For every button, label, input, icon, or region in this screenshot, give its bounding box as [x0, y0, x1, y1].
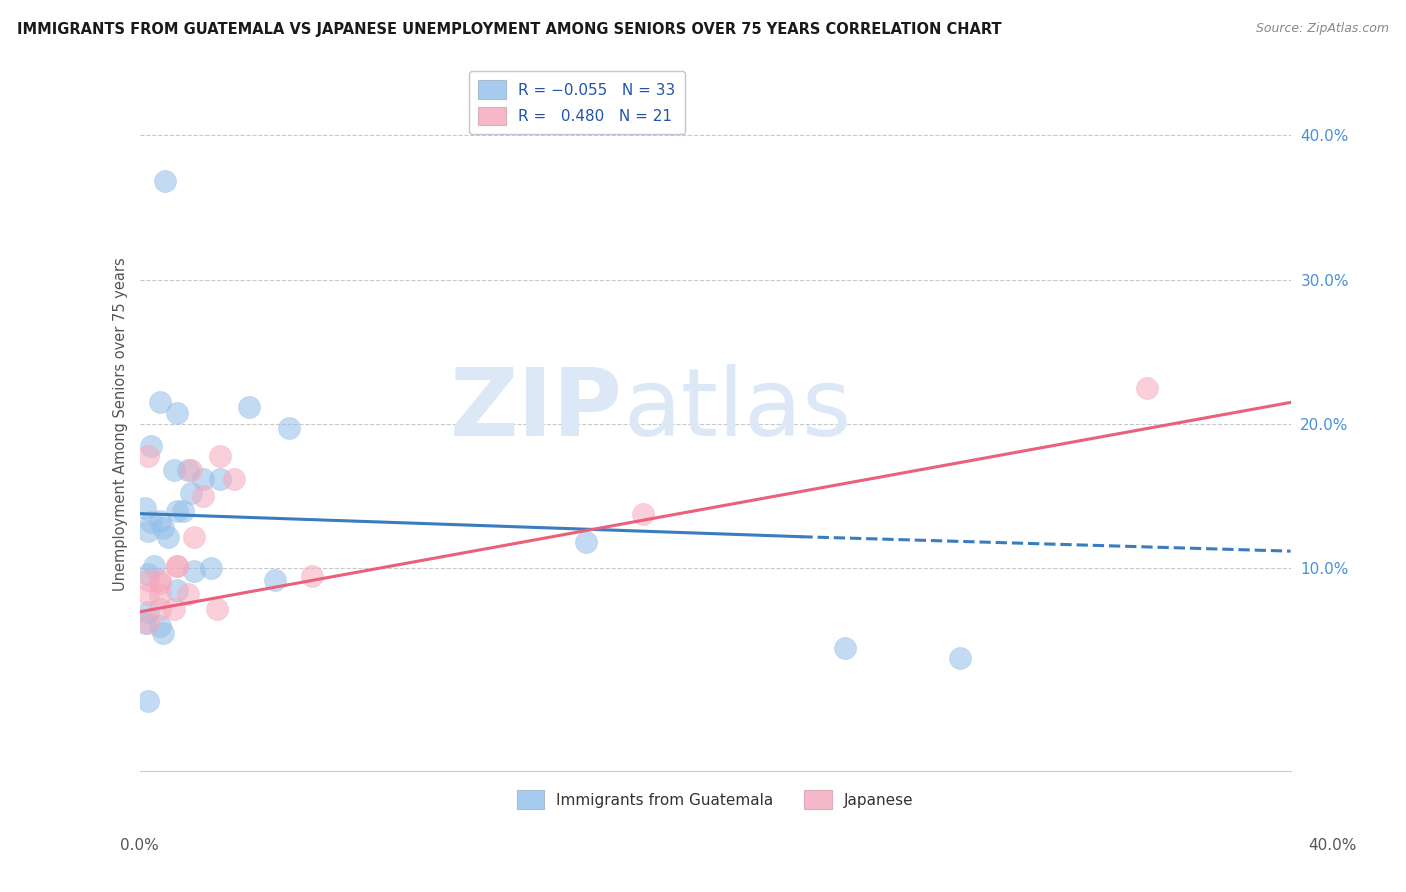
Point	[136, 694, 159, 708]
Point	[183, 565, 205, 579]
Point	[224, 472, 246, 486]
Point	[191, 472, 214, 486]
Point	[139, 439, 162, 453]
Point	[1136, 381, 1159, 395]
Point	[149, 587, 172, 601]
Text: ZIP: ZIP	[450, 364, 623, 456]
Point	[180, 463, 202, 477]
Point	[166, 583, 188, 598]
Point	[149, 395, 172, 409]
Point	[180, 486, 202, 500]
Point	[149, 573, 172, 587]
Point	[238, 400, 260, 414]
Point	[166, 504, 188, 518]
Point	[166, 405, 188, 419]
Point	[278, 421, 301, 435]
Text: IMMIGRANTS FROM GUATEMALA VS JAPANESE UNEMPLOYMENT AMONG SENIORS OVER 75 YEARS C: IMMIGRANTS FROM GUATEMALA VS JAPANESE UN…	[17, 22, 1001, 37]
Point	[209, 449, 232, 463]
Point	[136, 587, 159, 601]
Point	[136, 567, 159, 582]
Point	[177, 587, 200, 601]
Point	[136, 616, 159, 631]
Point	[134, 500, 156, 515]
Point	[149, 602, 172, 616]
Y-axis label: Unemployment Among Seniors over 75 years: Unemployment Among Seniors over 75 years	[114, 257, 128, 591]
Text: 40.0%: 40.0%	[1309, 838, 1357, 854]
Point	[207, 602, 229, 616]
Point	[136, 605, 159, 619]
Point	[152, 626, 174, 640]
Point	[191, 489, 214, 503]
Point	[142, 558, 165, 573]
Point	[163, 463, 186, 477]
Text: 0.0%: 0.0%	[120, 838, 159, 854]
Text: Source: ZipAtlas.com: Source: ZipAtlas.com	[1256, 22, 1389, 36]
Point	[155, 174, 177, 188]
Point	[631, 507, 654, 521]
Point	[949, 651, 972, 665]
Point	[263, 573, 285, 587]
Point	[183, 530, 205, 544]
Point	[149, 576, 172, 591]
Point	[166, 558, 188, 573]
Point	[301, 568, 323, 582]
Point	[834, 640, 856, 655]
Point	[166, 558, 188, 573]
Point	[200, 561, 222, 575]
Point	[149, 514, 172, 528]
Point	[163, 602, 186, 616]
Point	[172, 504, 194, 518]
Point	[209, 472, 232, 486]
Point	[136, 573, 159, 587]
Point	[152, 521, 174, 535]
Point	[139, 516, 162, 530]
Legend: Immigrants from Guatemala, Japanese: Immigrants from Guatemala, Japanese	[510, 784, 920, 815]
Point	[177, 463, 200, 477]
Text: atlas: atlas	[623, 364, 851, 456]
Point	[134, 616, 156, 631]
Point	[136, 524, 159, 538]
Point	[574, 535, 596, 549]
Point	[149, 619, 172, 633]
Point	[136, 449, 159, 463]
Point	[157, 530, 180, 544]
